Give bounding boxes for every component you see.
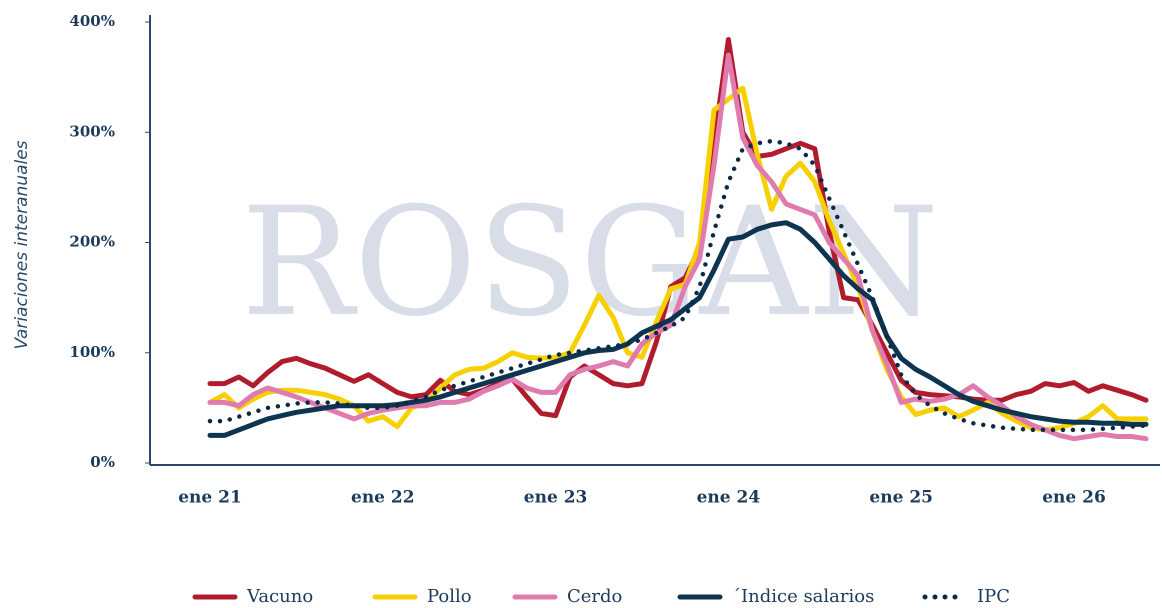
- x-tick-label: ene 22: [351, 488, 415, 508]
- legend: Vacuno Pollo Cerdo ´Indice salarios IPC: [195, 586, 1010, 607]
- legend-label: IPC: [977, 586, 1010, 607]
- x-tick-label: ene 25: [869, 488, 933, 508]
- y-axis-label: Variaciones interanuales: [12, 140, 32, 349]
- legend-label: Vacuno: [246, 586, 313, 607]
- x-tick-label: ene 23: [524, 488, 588, 508]
- legend-label: Cerdo: [567, 586, 622, 607]
- y-tick-label: 100%: [69, 343, 115, 361]
- x-tick-label: ene 26: [1042, 488, 1106, 508]
- chart: ROSGAN Variaciones interanuales VacunoPo…: [0, 0, 1162, 608]
- y-tick-label: 300%: [69, 122, 115, 140]
- y-tick-label: 400%: [69, 12, 115, 30]
- x-tick-label: ene 21: [178, 488, 242, 508]
- y-tick-label: 0%: [90, 453, 115, 471]
- y-tick-label: 200%: [69, 233, 115, 251]
- legend-label: Pollo: [427, 586, 472, 607]
- x-tick-label: ene 24: [697, 488, 761, 508]
- legend-label: ´Indice salarios: [732, 586, 874, 607]
